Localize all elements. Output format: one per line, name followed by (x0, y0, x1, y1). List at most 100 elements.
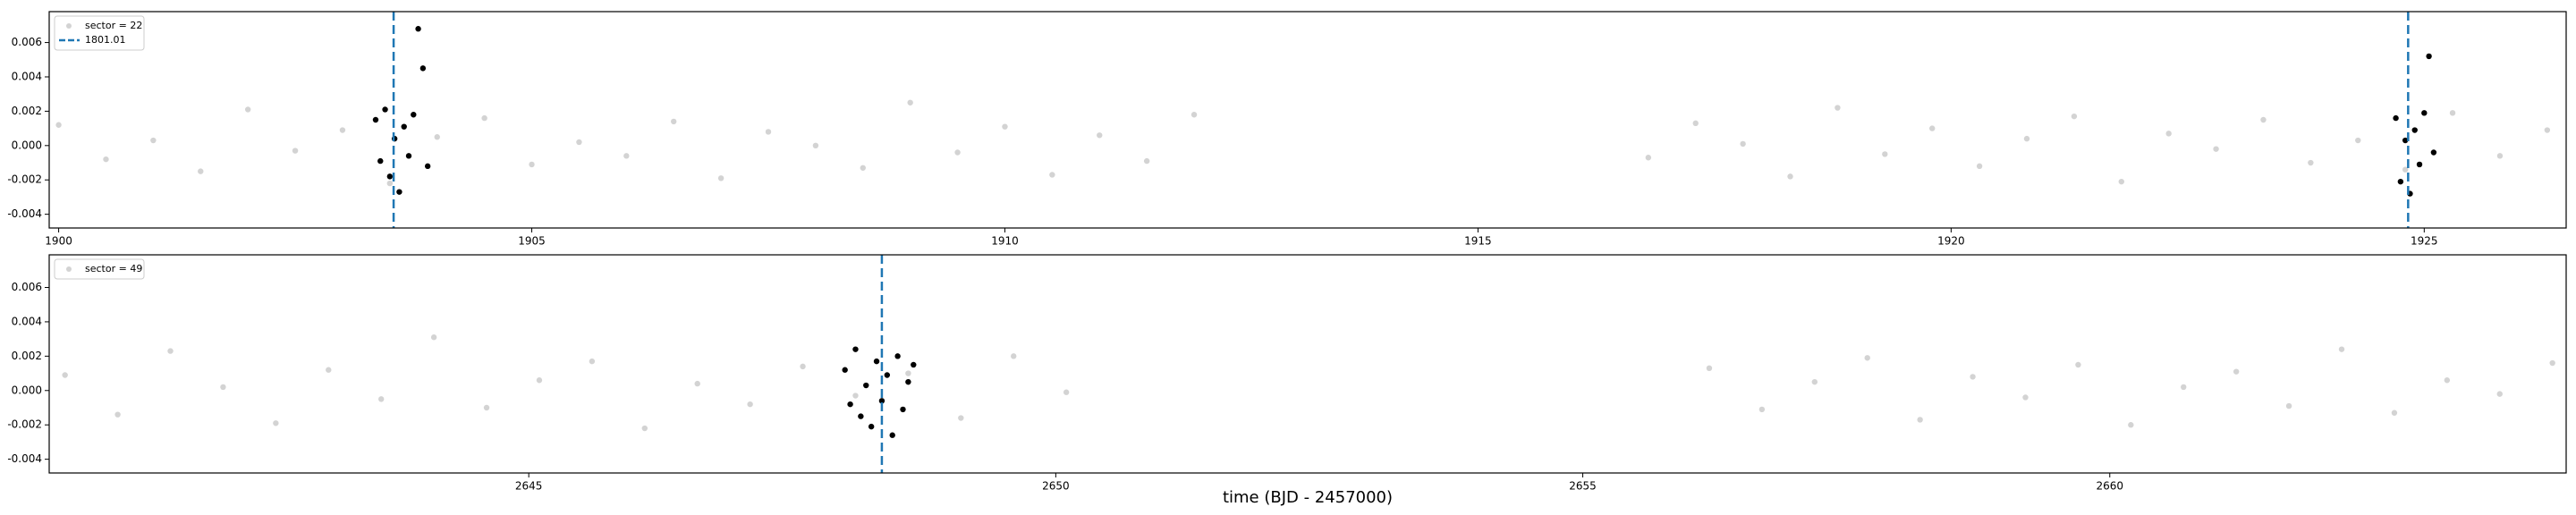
data-point (1835, 105, 1841, 111)
data-point (2544, 127, 2551, 133)
legend-label: 1801.01 (85, 34, 126, 46)
x-axis-label: time (BJD - 2457000) (1223, 488, 1393, 507)
data-point (483, 404, 490, 411)
data-point (576, 139, 582, 146)
data-point (273, 420, 279, 426)
x-tick-label: 1915 (1464, 235, 1492, 248)
data-point (1002, 123, 1008, 130)
data-point (589, 358, 596, 365)
data-point (1917, 417, 1923, 423)
data-point (747, 401, 753, 408)
data-point (2549, 359, 2555, 367)
data-point (529, 161, 535, 168)
y-tick-label: 0.006 (12, 281, 42, 293)
data-point (1063, 389, 1070, 395)
data-point (372, 116, 379, 123)
data-point (1787, 173, 1793, 180)
data-point (1970, 374, 1976, 380)
data-point (424, 163, 431, 170)
data-point (765, 129, 772, 135)
data-point (481, 114, 487, 122)
data-point (405, 153, 412, 159)
y-tick-label: 0.004 (12, 70, 42, 82)
data-point (1758, 406, 1766, 413)
legend-box (54, 15, 145, 51)
data-point (911, 361, 917, 368)
data-point (671, 118, 677, 125)
y-tick-label: 0.006 (12, 36, 42, 48)
data-point (2449, 110, 2456, 116)
legend-label: sector = 22 (85, 20, 142, 31)
data-point (244, 106, 251, 113)
data-point (1191, 112, 1198, 118)
data-point (1645, 155, 1652, 161)
data-point (2355, 137, 2361, 144)
data-point (339, 127, 346, 133)
data-point (536, 377, 543, 384)
data-point (2426, 53, 2432, 60)
data-point (623, 153, 630, 159)
data-point (858, 413, 864, 419)
data-point (873, 358, 880, 365)
x-tick-label: 1925 (2411, 235, 2438, 248)
legend-label: sector = 49 (85, 263, 142, 274)
data-point (2165, 131, 2172, 137)
data-point (905, 370, 911, 376)
data-point (954, 149, 961, 156)
data-point (2285, 402, 2292, 409)
data-point (2391, 409, 2398, 416)
data-point (103, 156, 109, 163)
data-point (326, 367, 332, 373)
data-point (863, 382, 869, 389)
data-point (411, 112, 417, 118)
y-tick-label: 0.002 (12, 105, 42, 117)
data-point (1097, 132, 1103, 139)
data-point (958, 415, 964, 421)
x-tick-label: 1910 (991, 235, 1019, 248)
data-point (1882, 151, 1888, 157)
data-point (2393, 114, 2399, 122)
data-point (2181, 384, 2187, 391)
data-point (1011, 353, 1017, 359)
data-point (2402, 137, 2409, 144)
data-point (2213, 146, 2219, 152)
data-point (2022, 394, 2029, 401)
y-tick-label: -0.004 (7, 207, 42, 220)
x-tick-label: 1920 (1937, 235, 1965, 248)
data-point (717, 175, 724, 182)
legend-marker (66, 266, 72, 272)
x-tick-label: 2655 (1569, 480, 1597, 493)
data-point (884, 372, 891, 378)
data-point (2071, 113, 2078, 120)
y-tick-label: -0.002 (7, 418, 42, 431)
data-point (401, 123, 407, 130)
x-tick-label: 1905 (518, 235, 546, 248)
data-point (2402, 166, 2409, 173)
data-point (2421, 110, 2428, 116)
data-point (434, 134, 440, 140)
data-point (641, 425, 648, 432)
y-tick-label: 0.000 (12, 139, 42, 151)
data-point (1143, 157, 1150, 165)
data-point (2397, 178, 2404, 185)
axes-frame (48, 254, 2567, 474)
data-point (150, 137, 157, 144)
x-tick-label: 2660 (2096, 480, 2123, 493)
data-point (2075, 361, 2081, 368)
data-point (55, 122, 62, 128)
data-point (2308, 159, 2314, 166)
data-point (842, 367, 848, 373)
x-tick-label: 1900 (45, 235, 72, 248)
data-point (377, 396, 385, 402)
data-point (430, 334, 437, 341)
data-point (694, 380, 700, 387)
y-tick-label: -0.004 (7, 452, 42, 465)
data-point (878, 398, 886, 404)
x-tick-label: 2645 (515, 480, 543, 493)
data-point (2416, 161, 2423, 168)
data-point (2118, 178, 2124, 185)
y-tick-label: 0.002 (12, 350, 42, 362)
y-tick-label: 0.004 (12, 315, 42, 327)
data-point (2444, 377, 2451, 384)
